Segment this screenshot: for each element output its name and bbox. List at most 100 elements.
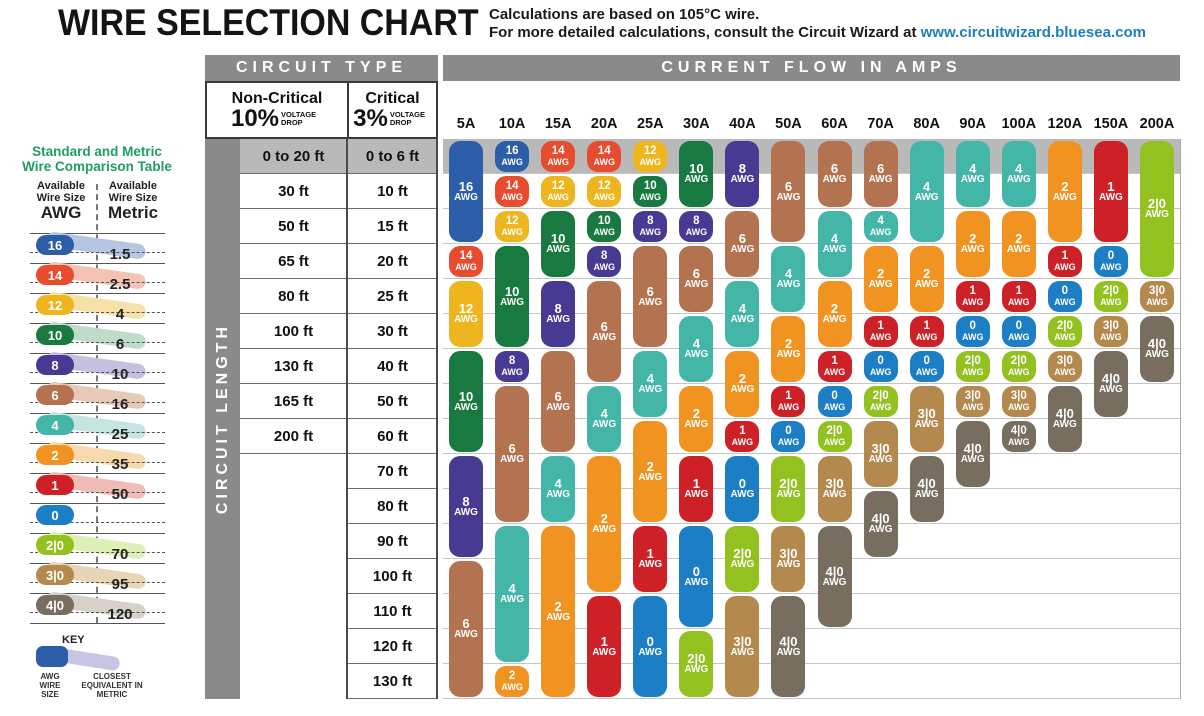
awg-pill-size: 10 [689, 161, 704, 177]
length-cell-noncritical: 130 ft [273, 358, 314, 375]
awg-pill-size: 4|0 [917, 476, 936, 492]
awg-pill-size: 2 [738, 371, 747, 387]
critical-gridline [347, 593, 438, 594]
awg-pill-size: 3|0 [1056, 355, 1073, 367]
amp-column-header: 5A [456, 116, 476, 132]
awg-pill: 0 AWG [1093, 246, 1128, 277]
awg-pill: 4|0 AWG [1093, 351, 1128, 417]
awg-pill-suffix: AWG [455, 261, 477, 272]
awg-pill-size: 2 [876, 266, 885, 282]
length-cell-critical: 120 ft [372, 638, 413, 655]
awg-pill: 0 AWG [1001, 316, 1036, 347]
amp-column-header: 10A [498, 116, 526, 132]
length-cell-noncritical: 0 to 20 ft [262, 148, 325, 165]
awg-pill-size: 3|0 [733, 633, 752, 649]
awg-pill-suffix: AWG [684, 489, 709, 501]
awg-pill: 4 AWG [1001, 141, 1036, 207]
awg-pill-size: 12 [643, 145, 657, 157]
length-cell-critical: 100 ft [372, 568, 413, 585]
length-cell-critical: 20 ft [377, 253, 408, 270]
awg-pill: 2 AWG [1001, 211, 1036, 277]
length-cell-critical: 110 ft [373, 603, 412, 620]
awg-pill-size: 0 [785, 425, 792, 437]
awg-pill-suffix: AWG [684, 349, 709, 361]
critical-cell: Critical 3% VOLTAGE DROP [349, 83, 436, 137]
awg-pill-suffix: AWG [914, 191, 939, 203]
comparison-awg-pill: 2|0 [36, 535, 74, 555]
awg-pill-size: 4|0 [1010, 425, 1027, 437]
awg-pill-size: 2 [600, 511, 608, 527]
awg-pill-size: 1 [1015, 285, 1022, 297]
metric-header-line1: Available [109, 180, 157, 192]
awg-pill: 4|0 AWG [1139, 316, 1174, 382]
awg-pill-size: 16 [505, 145, 519, 157]
awg-pill-suffix: AWG [546, 611, 571, 623]
row-gridline [443, 593, 1180, 594]
awg-pill-suffix: AWG [822, 489, 847, 501]
awg-pill: 6 AWG [679, 246, 714, 312]
awg-pill-size: 1 [600, 633, 608, 649]
awg-pill: 0 AWG [633, 596, 668, 697]
awg-pill-size: 1 [1107, 178, 1115, 194]
awg-pill-size: 8 [601, 250, 608, 262]
awg-pill-size: 4 [830, 231, 839, 247]
awg-pill-size: 1 [1061, 250, 1069, 262]
awg-pill: 3|0 AWG [725, 596, 760, 697]
awg-pill: 0 AWG [1047, 281, 1082, 312]
awg-pill: 10 AWG [495, 246, 530, 347]
awg-pill-size: 2 [1015, 231, 1023, 247]
comparison-heading-line2: Wire Comparison Table [22, 159, 172, 174]
awg-pill-suffix: AWG [776, 559, 801, 571]
critical-gridline [347, 173, 438, 174]
comparison-awg-pill: 8 [36, 355, 74, 375]
comparison-table-heading: Standard and Metric Wire Comparison Tabl… [18, 144, 176, 174]
awg-pill-size: 0 [1061, 285, 1069, 297]
awg-pill-size: 2 [1061, 178, 1069, 194]
noncritical-gridline [240, 418, 347, 419]
comparison-awg-pill: 14 [36, 265, 74, 285]
critical-gridline [347, 418, 438, 419]
awg-pill-size: 12 [597, 180, 611, 192]
awg-pill-size: 0 [877, 355, 884, 367]
row-gridline [443, 453, 1180, 454]
critical-title: Critical [365, 89, 420, 107]
awg-pill: 2|0 AWG [771, 456, 806, 522]
noncritical-gridline [240, 348, 347, 349]
awg-pill-size: 4 [554, 476, 562, 492]
length-cell-critical: 50 ft [377, 393, 408, 410]
length-cell-critical: 25 ft [377, 288, 408, 305]
awg-pill: 8 AWG [587, 246, 622, 277]
awg-pill: 8 AWG [495, 351, 530, 382]
amp-column-header: 15A [544, 116, 572, 132]
awg-pill-size: 3|0 [871, 441, 890, 457]
awg-pill: 2|0 AWG [1047, 316, 1082, 347]
awg-pill-suffix: AWG [685, 226, 708, 237]
awg-pill: 4 AWG [679, 316, 714, 382]
awg-pill-size: 1 [646, 546, 654, 562]
circuit-wizard-link[interactable]: www.circuitwizard.bluesea.com [920, 24, 1146, 41]
awg-pill-size: 4 [738, 301, 747, 317]
metric-unit-label: Metric [107, 203, 159, 222]
metric-header-line2: Wire Size [108, 192, 158, 204]
critical-gridline [347, 663, 438, 664]
awg-pill-suffix: AWG [638, 296, 663, 308]
awg-pill-suffix: AWG [1146, 296, 1168, 307]
circuit-length-label: CIRCUIT LENGTH [213, 323, 231, 515]
awg-pill-suffix: AWG [501, 191, 523, 202]
length-cell-critical: 130 ft [372, 673, 413, 690]
length-cell-critical: 0 to 6 ft [365, 148, 420, 165]
awg-pill-size: 8 [554, 301, 562, 317]
awg-pill-suffix: AWG [869, 401, 892, 412]
amp-column-header: 30A [683, 116, 710, 132]
awg-pill-suffix: AWG [1054, 261, 1076, 272]
awg-pill-size: 10 [597, 215, 611, 227]
length-cell-critical: 60 ft [377, 428, 408, 445]
awg-pill-suffix: AWG [638, 559, 663, 571]
amp-column-header: 150A [1093, 116, 1129, 132]
awg-pill: 10 AWG [541, 211, 576, 277]
awg-pill-suffix: AWG [1052, 419, 1077, 431]
comparison-metric-value: 2.5 [109, 276, 131, 293]
first-row-band [240, 139, 438, 174]
awg-pill: 3|0 AWG [771, 526, 806, 592]
